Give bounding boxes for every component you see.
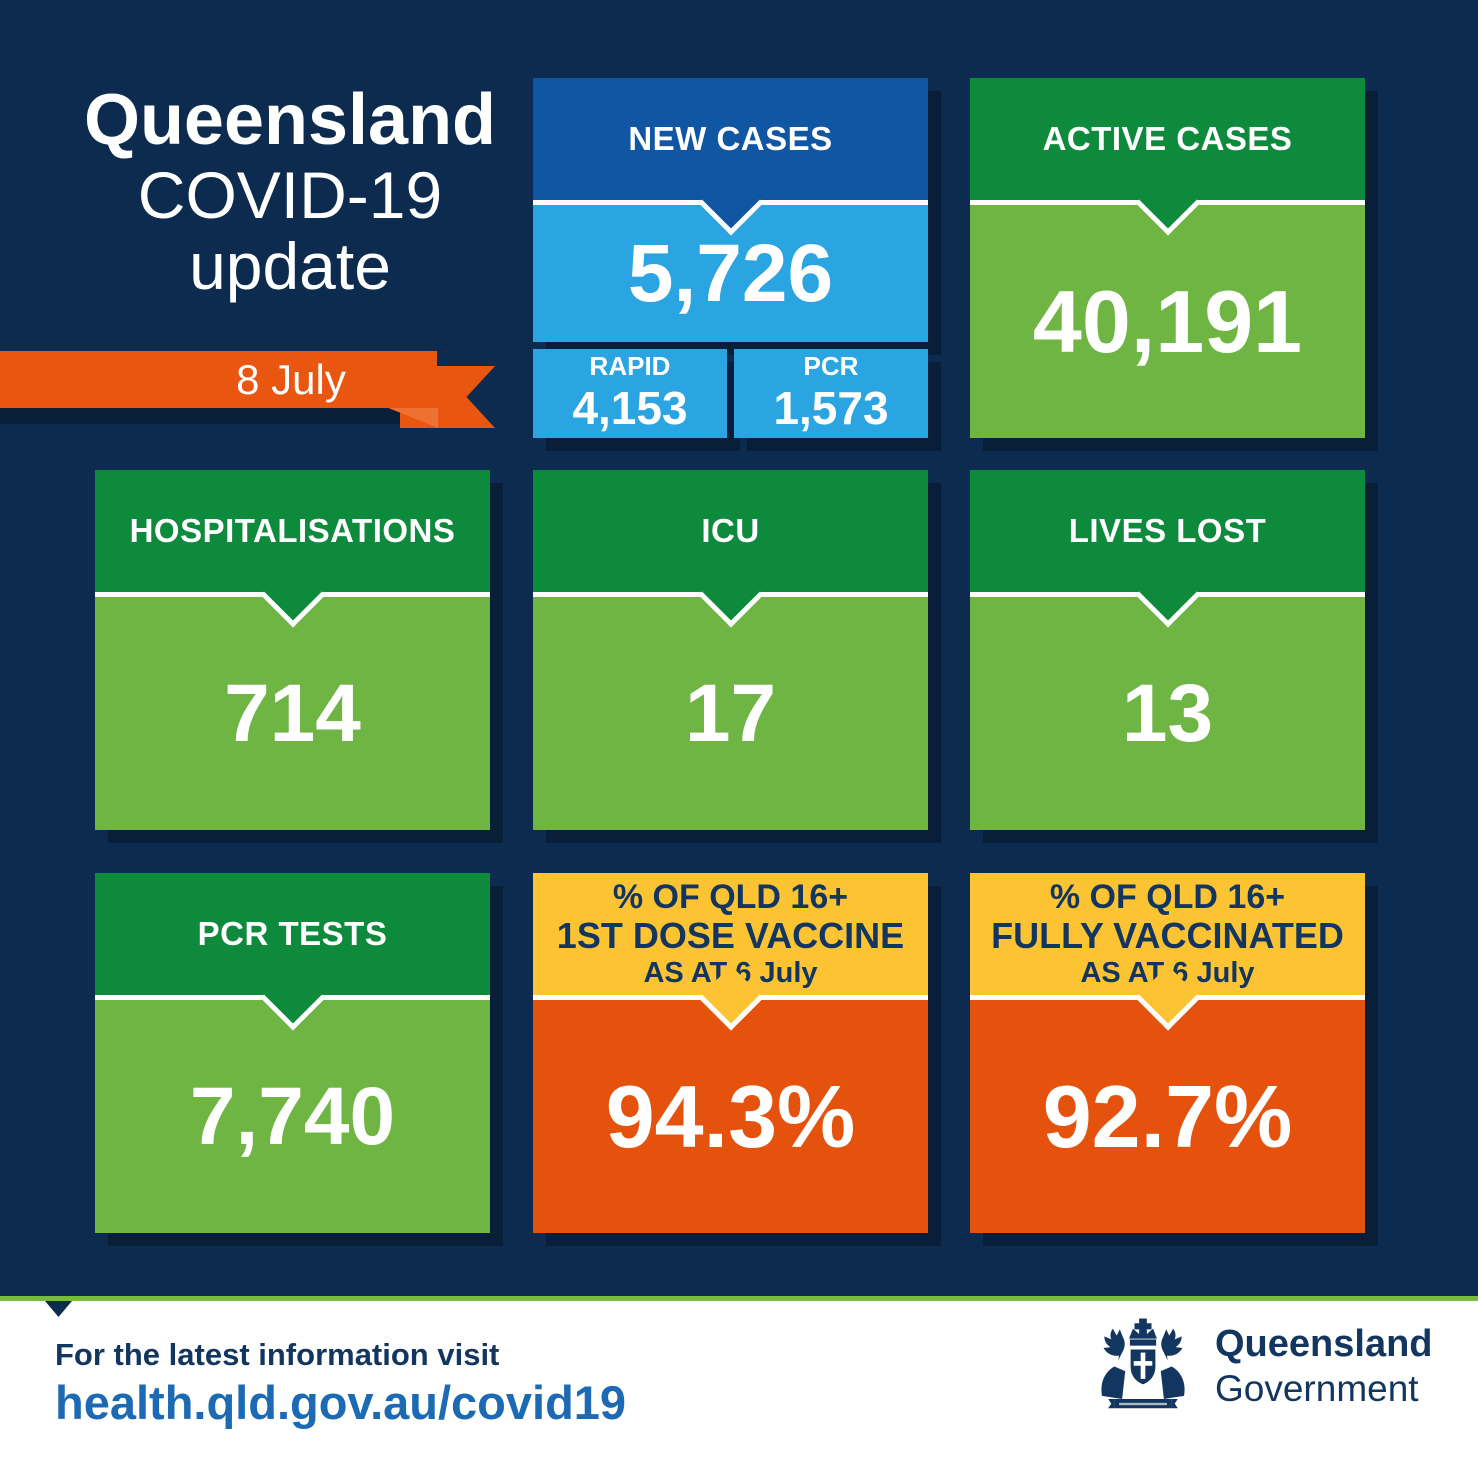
card-pcr-tests: PCR TESTS 7,740 <box>95 873 490 1233</box>
pcr-value: 1,573 <box>773 382 889 434</box>
card-icu: ICU 17 <box>533 470 928 830</box>
card-new-cases: NEW CASES 5,726 RAPID 4,153 PCR 1,573 <box>533 78 928 438</box>
footer-chevron-icon <box>45 1301 72 1317</box>
date-label: 8 July <box>236 355 346 403</box>
card-value: 714 <box>224 667 361 759</box>
logo-government-text: Government <box>1215 1368 1419 1410</box>
card-first-dose-vaccine: % OF QLD 16+ 1ST DOSE VACCINE AS AT 6 Ju… <box>533 873 928 1233</box>
footer-separator-line <box>0 1296 1478 1301</box>
card-body: 13 <box>970 562 1365 830</box>
rapid-value: 4,153 <box>572 382 688 434</box>
card-body: 7,740 <box>95 965 490 1233</box>
card-label: ACTIVE CASES <box>1042 120 1293 157</box>
date-ribbon: 8 July <box>0 351 437 408</box>
card-active-cases: ACTIVE CASES 40,191 <box>970 78 1365 438</box>
title-line-update: update <box>189 229 391 304</box>
coat-of-arms-icon <box>1101 1318 1185 1409</box>
footer: For the latest information visit health.… <box>0 1301 1478 1464</box>
card-body: 714 <box>95 562 490 830</box>
card-value: 13 <box>1121 667 1214 759</box>
rapid-tests-box: RAPID 4,153 <box>533 349 727 438</box>
page-title: Queensland COVID-19 update <box>30 80 550 304</box>
card-label-line1: % OF QLD 16+ <box>1049 878 1286 917</box>
card-value: 17 <box>684 667 777 759</box>
card-value: 40,191 <box>1032 271 1303 371</box>
card-label: ICU <box>701 512 760 549</box>
card-label-line1: % OF QLD 16+ <box>612 878 849 917</box>
government-logo-text: Queensland Government <box>1215 1322 1433 1412</box>
card-value: 5,726 <box>627 227 834 319</box>
pcr-box: PCR 1,573 <box>734 349 928 438</box>
card-label: LIVES LOST <box>1068 512 1267 549</box>
card-lives-lost: LIVES LOST 13 <box>970 470 1365 830</box>
title-line-queensland: Queensland <box>83 80 497 160</box>
card-body: 17 <box>533 562 928 830</box>
card-hospitalisations: HOSPITALISATIONS 714 <box>95 470 490 830</box>
card-body: 92.7% <box>970 965 1365 1233</box>
rapid-label: RAPID <box>589 351 671 382</box>
title-line-covid19: COVID-19 <box>137 157 443 232</box>
card-label-line2: FULLY VACCINATED <box>991 915 1344 957</box>
card-label: NEW CASES <box>628 120 833 157</box>
pcr-label: PCR <box>803 351 859 382</box>
card-label-line2: 1ST DOSE VACCINE <box>556 915 905 957</box>
card-value: 7,740 <box>189 1070 396 1162</box>
logo-queensland-text: Queensland <box>1215 1322 1433 1365</box>
queensland-government-logo: Queensland Government <box>1085 1317 1433 1416</box>
card-new-cases-value-box: 5,726 <box>533 170 928 342</box>
footer-info-text: For the latest information visit <box>55 1337 500 1372</box>
card-value: 92.7% <box>1042 1066 1293 1166</box>
card-value: 94.3% <box>605 1066 856 1166</box>
new-cases-breakdown: RAPID 4,153 PCR 1,573 <box>533 349 928 438</box>
footer-url: health.qld.gov.au/covid19 <box>55 1376 627 1429</box>
card-body: 94.3% <box>533 965 928 1233</box>
card-label: PCR TESTS <box>197 915 388 952</box>
card-label: HOSPITALISATIONS <box>129 512 456 549</box>
card-new-cases-header: NEW CASES <box>533 78 928 200</box>
card-body: 40,191 <box>970 170 1365 438</box>
card-fully-vaccinated: % OF QLD 16+ FULLY VACCINATED AS AT 6 Ju… <box>970 873 1365 1233</box>
